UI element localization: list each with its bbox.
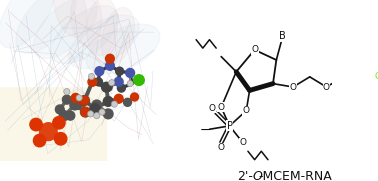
Circle shape — [81, 108, 90, 117]
Circle shape — [30, 118, 42, 131]
Text: O: O — [218, 103, 225, 112]
Circle shape — [88, 77, 97, 86]
Circle shape — [118, 84, 125, 92]
Circle shape — [88, 73, 94, 80]
Ellipse shape — [71, 0, 102, 47]
Ellipse shape — [86, 24, 160, 74]
Ellipse shape — [87, 0, 118, 56]
Circle shape — [88, 111, 94, 117]
Circle shape — [111, 101, 118, 107]
Circle shape — [127, 81, 133, 87]
Circle shape — [53, 117, 65, 129]
Circle shape — [124, 98, 132, 106]
Ellipse shape — [16, 0, 76, 53]
Text: B: B — [279, 31, 285, 41]
Circle shape — [70, 100, 80, 110]
Circle shape — [80, 96, 89, 105]
Circle shape — [66, 111, 75, 120]
Circle shape — [94, 113, 100, 119]
Circle shape — [126, 68, 135, 77]
Ellipse shape — [101, 7, 135, 64]
Circle shape — [99, 109, 105, 115]
Circle shape — [103, 96, 113, 106]
Text: O: O — [243, 106, 250, 115]
Circle shape — [114, 77, 123, 86]
Circle shape — [104, 83, 112, 91]
Circle shape — [103, 109, 113, 119]
Circle shape — [78, 96, 86, 105]
Text: O: O — [209, 104, 215, 113]
Circle shape — [108, 80, 115, 86]
Circle shape — [40, 123, 57, 141]
Circle shape — [73, 100, 82, 110]
Text: P: P — [226, 121, 232, 131]
Circle shape — [76, 95, 82, 101]
Circle shape — [134, 75, 144, 85]
Circle shape — [81, 107, 90, 117]
Circle shape — [64, 89, 70, 95]
Text: O: O — [218, 143, 225, 152]
Text: O: O — [239, 138, 246, 147]
Ellipse shape — [54, 0, 87, 37]
Ellipse shape — [0, 0, 54, 48]
Circle shape — [94, 78, 102, 86]
Circle shape — [105, 54, 114, 63]
Circle shape — [95, 67, 104, 76]
Circle shape — [105, 61, 114, 70]
Circle shape — [90, 104, 100, 113]
Text: O: O — [323, 83, 330, 92]
Circle shape — [56, 105, 64, 114]
Circle shape — [62, 95, 71, 104]
Circle shape — [33, 134, 46, 147]
Text: O: O — [253, 170, 263, 181]
Text: 2'-: 2'- — [237, 170, 253, 181]
Circle shape — [59, 111, 69, 121]
Text: −: − — [199, 124, 210, 137]
Circle shape — [80, 96, 89, 105]
Circle shape — [116, 67, 124, 75]
Text: O: O — [251, 45, 258, 54]
Text: -MCEM-RNA: -MCEM-RNA — [258, 170, 332, 181]
Circle shape — [114, 94, 123, 103]
Text: Cl: Cl — [375, 72, 378, 81]
FancyBboxPatch shape — [0, 87, 107, 163]
Circle shape — [54, 132, 67, 145]
Circle shape — [92, 100, 102, 110]
Circle shape — [102, 82, 111, 92]
Circle shape — [131, 93, 138, 101]
Circle shape — [71, 93, 80, 102]
Ellipse shape — [51, 6, 118, 64]
Text: O: O — [290, 83, 297, 92]
Ellipse shape — [68, 15, 139, 69]
Ellipse shape — [33, 0, 97, 59]
